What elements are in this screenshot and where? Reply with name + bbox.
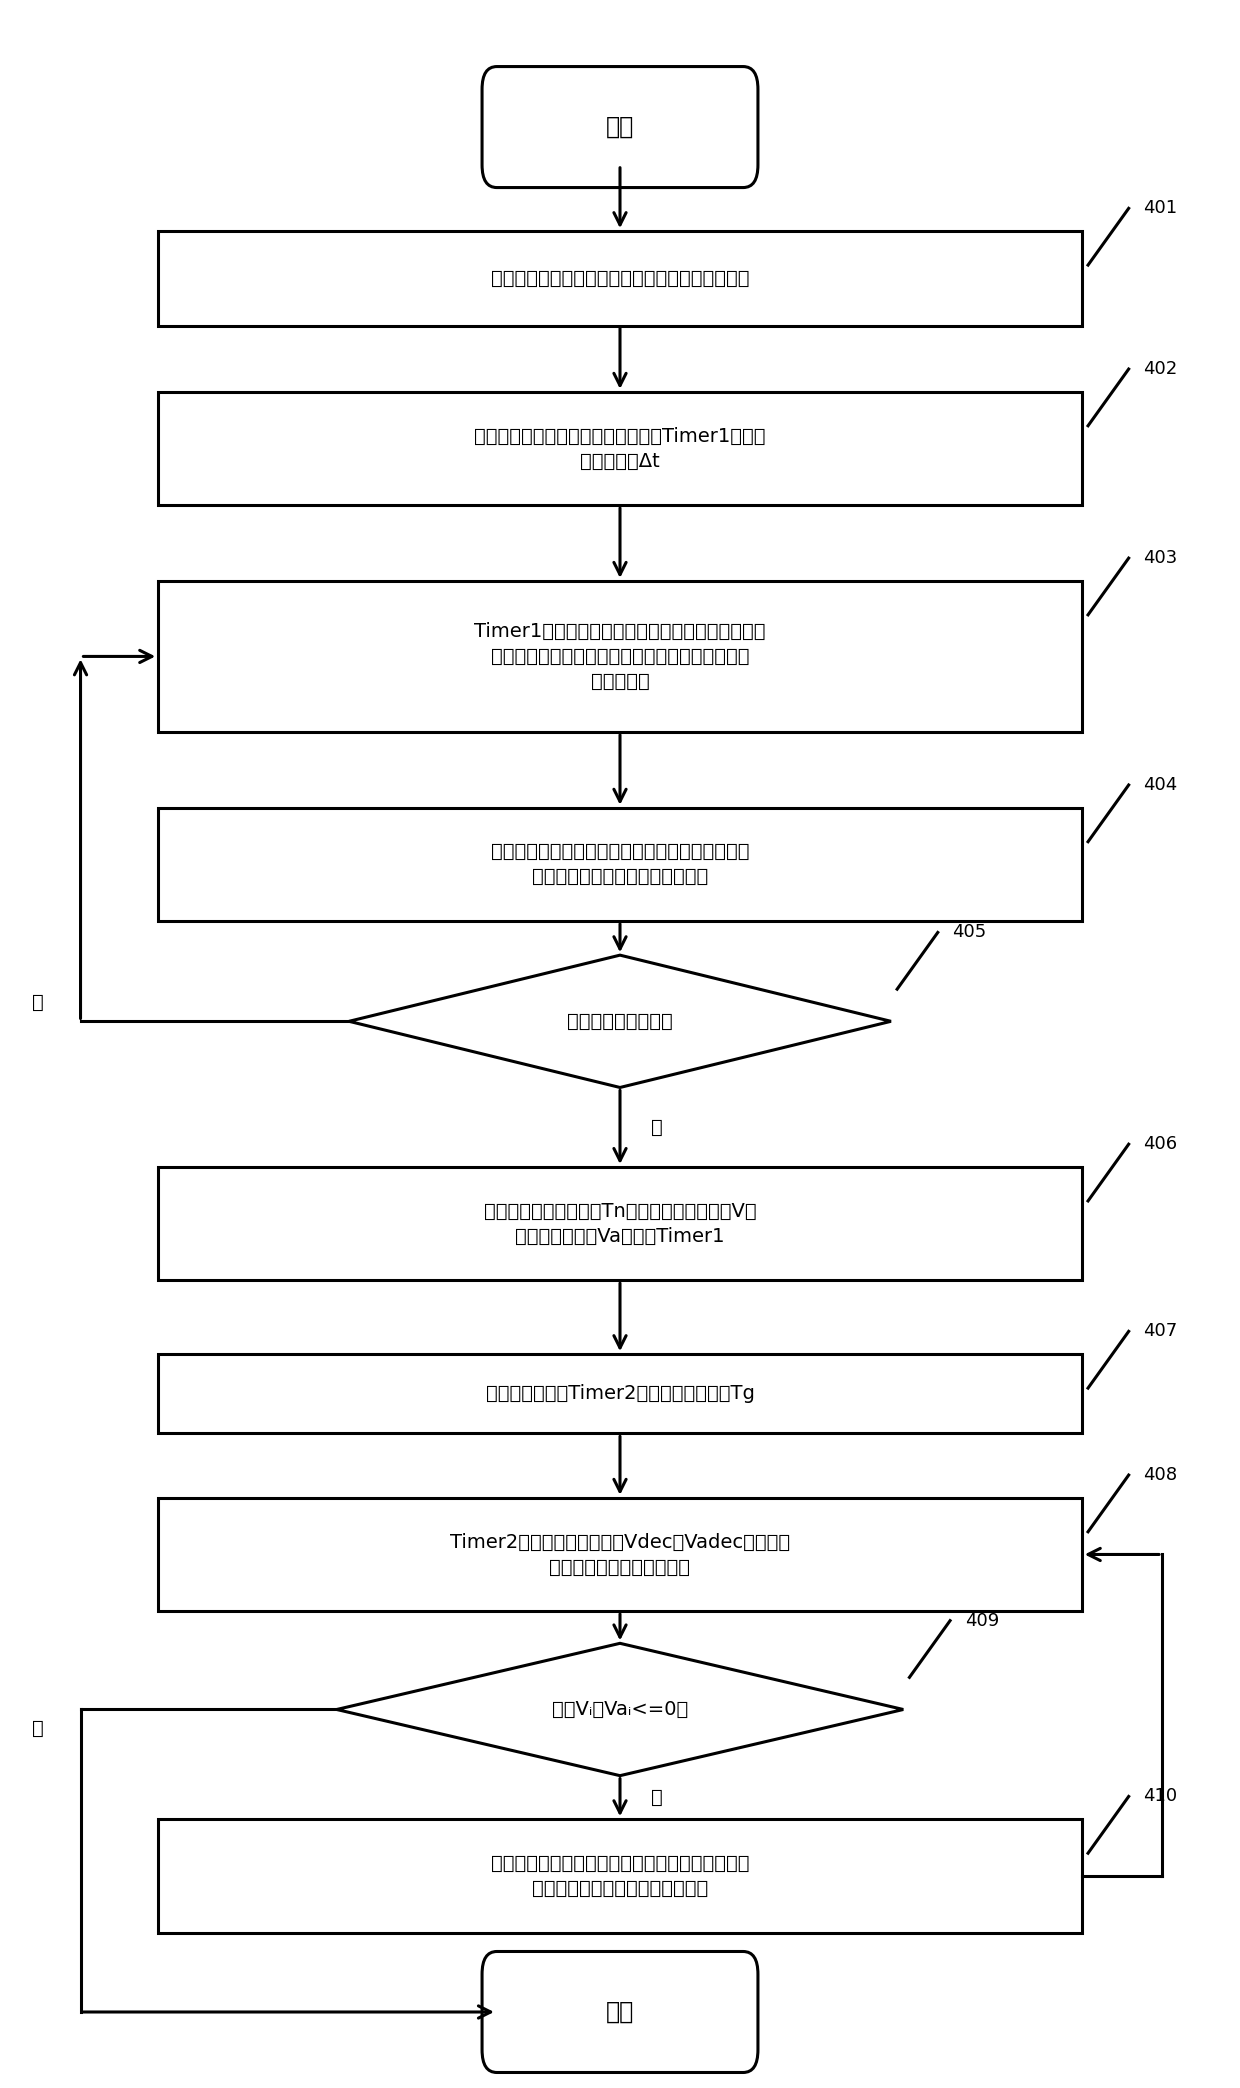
Bar [159,1167,1081,1280]
Text: 404: 404 [1143,777,1178,793]
FancyBboxPatch shape [482,67,758,188]
Text: Timer2定时周期到时，依据Vdec和Vadec计算窗口
对象当前的位移量和旋转量: Timer2定时周期到时，依据Vdec和Vadec计算窗口 对象当前的位移量和旋… [450,1533,790,1576]
Bar [159,580,1081,733]
Text: 否: 否 [651,1787,662,1806]
Text: 408: 408 [1143,1466,1178,1485]
Text: 启动第二定时器Timer2，定时周期设置为Tg: 启动第二定时器Timer2，定时周期设置为Tg [486,1384,754,1403]
Text: 409: 409 [965,1612,999,1629]
Bar [159,1497,1081,1612]
Text: 401: 401 [1143,198,1178,217]
Bar [159,232,1081,326]
Text: 406: 406 [1143,1136,1178,1153]
Bar [159,393,1081,505]
Text: Timer1定时周期到，获取当前控制信息，计算相对
于前一计算时刻输入设备在屏幕上的所产生的位移
量和旋转量: Timer1定时周期到，获取当前控制信息，计算相对 于前一计算时刻输入设备在屏幕… [474,622,766,691]
Text: 410: 410 [1143,1787,1178,1806]
Text: 是否释放窗口对象？: 是否释放窗口对象？ [567,1013,673,1031]
Text: 407: 407 [1143,1322,1178,1340]
Text: 结束: 结束 [606,2000,634,2023]
Polygon shape [337,1643,903,1775]
Text: 计算结束拖动操作时，Tn时刻线速度的初速度V和
角速度的初速度Va，终止Timer1: 计算结束拖动操作时，Tn时刻线速度的初速度V和 角速度的初速度Va，终止Time… [484,1201,756,1247]
Text: 窗口对象依据计算获得的位移量和旋转量，调整窗
口对象在屏幕上的位置和旋转角度: 窗口对象依据计算获得的位移量和旋转量，调整窗 口对象在屏幕上的位置和旋转角度 [491,841,749,887]
Text: 记录初始控制信息，启动第一定时器Timer1，定时
周期设置为Δt: 记录初始控制信息，启动第一定时器Timer1，定时 周期设置为Δt [474,426,766,470]
Text: 是: 是 [31,1718,43,1737]
FancyBboxPatch shape [482,1952,758,2073]
Text: 窗口对象依据计算获得的位移量和旋转量，调整窗
口对象在屏幕上的位置和旋转角度: 窗口对象依据计算获得的位移量和旋转量，调整窗 口对象在屏幕上的位置和旋转角度 [491,1854,749,1898]
Text: 是: 是 [651,1117,662,1136]
Text: 403: 403 [1143,549,1178,568]
Text: 当前Vᵢ和Vaᵢ<=0？: 当前Vᵢ和Vaᵢ<=0？ [552,1700,688,1718]
Bar [159,1819,1081,1933]
Text: 否: 否 [31,994,43,1013]
Bar [159,808,1081,921]
Text: 402: 402 [1143,359,1178,378]
Text: 开始: 开始 [606,115,634,140]
Text: 监控输入设备的初始接触操作，获取初始控制信息: 监控输入设备的初始接触操作，获取初始控制信息 [491,269,749,288]
Text: 405: 405 [952,923,987,942]
Bar [159,1353,1081,1434]
Polygon shape [348,954,892,1088]
